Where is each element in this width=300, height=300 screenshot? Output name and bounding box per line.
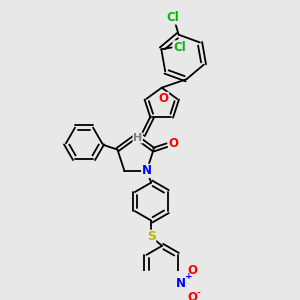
Text: -: - xyxy=(196,289,200,298)
Text: H: H xyxy=(133,133,142,143)
Text: O: O xyxy=(159,92,169,105)
Text: N: N xyxy=(176,277,186,290)
Text: O: O xyxy=(169,137,178,150)
Text: Cl: Cl xyxy=(173,41,186,54)
Text: +: + xyxy=(185,272,192,281)
Text: O: O xyxy=(187,291,197,300)
Text: O: O xyxy=(187,264,197,277)
Text: S: S xyxy=(147,230,156,243)
Text: Cl: Cl xyxy=(166,11,179,24)
Text: N: N xyxy=(142,164,152,177)
